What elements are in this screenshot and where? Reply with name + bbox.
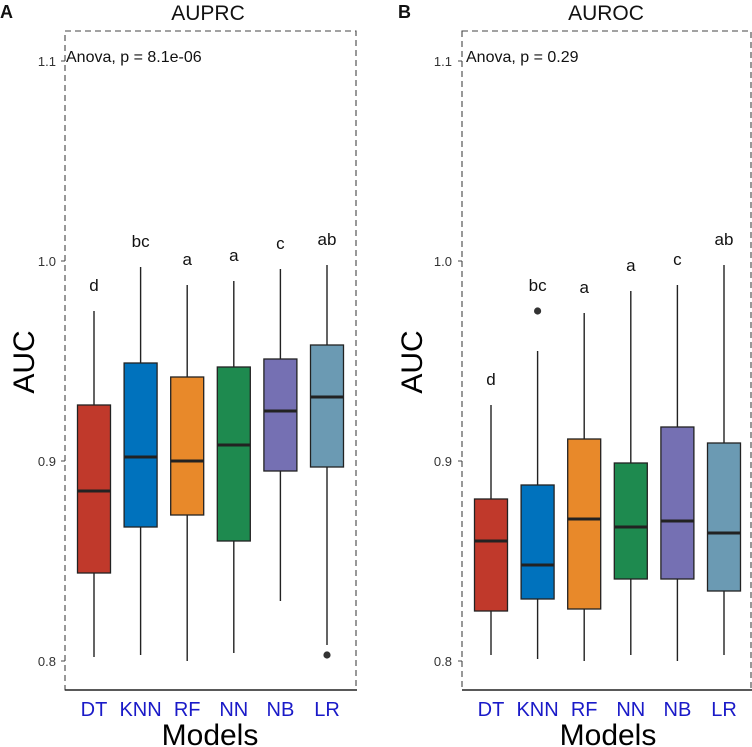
panel-a: A AUPRC AUC 0.8 0.9 1.0 1.1 Anova, p = 8.1e-06 d… — [0, 2, 357, 747]
significance-letter: ab — [318, 230, 337, 249]
significance-letter: bc — [132, 232, 150, 251]
box-nn: a NN — [613, 256, 648, 721]
significance-letter: ab — [715, 230, 734, 249]
box-iqr — [76, 404, 112, 574]
x-tick-label: NN — [219, 699, 248, 721]
x-tick-label: DT — [81, 699, 108, 721]
box-knn: bc KNN — [516, 276, 558, 721]
y-tick-label: 1.1 — [38, 54, 56, 69]
y-axis-label: AUC — [396, 330, 429, 393]
box-iqr — [170, 376, 205, 516]
panel-title: AUROC — [568, 2, 644, 25]
box-iqr — [216, 366, 251, 542]
anova-annotation: Anova, p = 8.1e-06 — [66, 49, 202, 66]
box-nn: a NN — [216, 246, 251, 721]
y-tick-label: 0.8 — [434, 654, 452, 669]
significance-letter: bc — [529, 276, 547, 295]
y-tick-label: 0.9 — [38, 454, 56, 469]
x-tick-label: RF — [571, 699, 598, 721]
box-iqr — [263, 358, 298, 472]
box-nb: c NB — [263, 234, 298, 721]
outlier-point — [534, 307, 542, 315]
panel-letter: A — [0, 2, 13, 22]
significance-letter: d — [89, 276, 98, 295]
box-iqr — [660, 426, 695, 580]
x-tick-label: KNN — [119, 699, 161, 721]
y-tick-label: 0.9 — [434, 454, 452, 469]
x-tick-label: NN — [616, 699, 645, 721]
significance-letter: c — [276, 234, 285, 253]
significance-letter: a — [182, 250, 192, 269]
x-tick-label: KNN — [516, 699, 558, 721]
y-axis-label: AUC — [8, 330, 41, 393]
x-axis-label: Models — [560, 719, 657, 747]
significance-letter: a — [229, 246, 239, 265]
x-tick-label: RF — [174, 699, 201, 721]
box-iqr — [473, 498, 509, 612]
significance-letter: a — [579, 278, 589, 297]
outlier-point — [323, 651, 331, 659]
box-iqr — [123, 362, 158, 528]
x-tick-label: DT — [478, 699, 505, 721]
y-tick-label: 1.1 — [434, 54, 452, 69]
significance-letter: a — [626, 256, 636, 275]
box-knn: bc KNN — [119, 232, 161, 721]
box-iqr — [520, 484, 555, 600]
y-tick-label: 0.8 — [38, 654, 56, 669]
x-axis-label: Models — [162, 719, 259, 747]
box-dt: d DT — [76, 276, 112, 721]
box-lr: ab LR — [706, 230, 742, 721]
significance-letter: c — [673, 250, 682, 269]
panel-b: B AUROC AUC 0.8 0.9 1.0 1.1 Anova, p = 0.29 d DT b… — [396, 2, 752, 747]
x-tick-label: NB — [664, 699, 692, 721]
box-nb: c NB — [660, 250, 695, 721]
box-iqr — [567, 438, 602, 610]
box-dt: d DT — [473, 370, 509, 721]
x-tick-label: NB — [267, 699, 295, 721]
box-rf: a RF — [170, 250, 205, 721]
y-tick-label: 1.0 — [38, 254, 56, 269]
box-iqr — [613, 462, 648, 580]
x-tick-label: LR — [711, 699, 737, 721]
significance-letter: d — [486, 370, 495, 389]
x-tick-label: LR — [314, 699, 340, 721]
box-lr: ab LR — [309, 230, 345, 721]
box-iqr — [706, 442, 742, 592]
anova-annotation: Anova, p = 0.29 — [466, 49, 579, 66]
box-rf: a RF — [567, 278, 602, 721]
box-iqr — [309, 344, 345, 468]
panel-title: AUPRC — [171, 2, 245, 25]
y-tick-label: 1.0 — [434, 254, 452, 269]
panel-letter: B — [398, 2, 411, 22]
